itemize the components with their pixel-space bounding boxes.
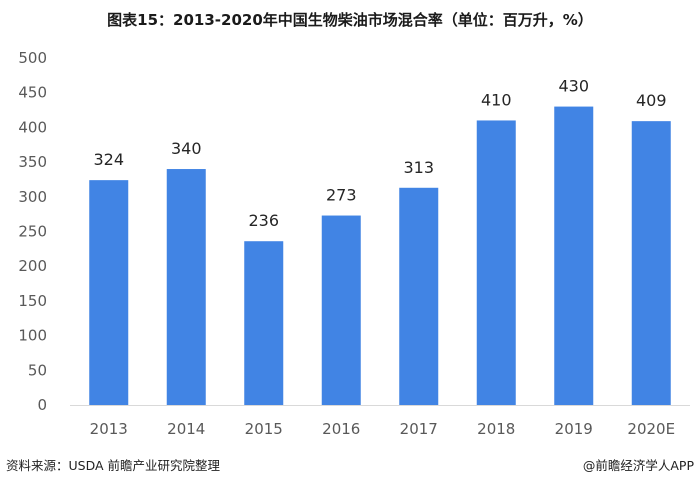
value-label-2013: 324 bbox=[93, 150, 124, 169]
y-tick-label: 0 bbox=[37, 396, 47, 414]
source-note: 资料来源：USDA 前瞻产业研究院整理 bbox=[6, 458, 221, 473]
y-tick-label: 50 bbox=[28, 361, 47, 379]
value-label-2017: 313 bbox=[403, 158, 434, 177]
x-tick-label-2018: 2018 bbox=[477, 420, 515, 438]
x-tick-label-2019: 2019 bbox=[555, 420, 593, 438]
x-tick-label-2016: 2016 bbox=[322, 420, 360, 438]
value-label-2014: 340 bbox=[171, 139, 202, 158]
bar-2020E bbox=[631, 121, 671, 406]
y-tick-label: 350 bbox=[18, 153, 47, 171]
y-tick-label: 200 bbox=[18, 257, 47, 275]
bar-2017 bbox=[399, 187, 439, 405]
value-labels: 324 340 236 273 313 410 430 409 bbox=[93, 77, 666, 231]
value-label-2016: 273 bbox=[326, 186, 357, 205]
y-tick-label: 100 bbox=[18, 327, 47, 345]
x-tick-label-2020E: 2020E bbox=[627, 420, 675, 438]
y-tick-label: 250 bbox=[18, 223, 47, 241]
y-tick-label: 500 bbox=[18, 49, 47, 67]
chart-title: 图表15：2013-2020年中国生物柴油市场混合率（单位：百万升，%） bbox=[107, 11, 593, 29]
y-tick-label: 150 bbox=[18, 292, 47, 310]
bars bbox=[89, 106, 671, 406]
bar-2014 bbox=[166, 169, 206, 405]
value-label-2020E: 409 bbox=[636, 91, 667, 110]
x-tick-label-2014: 2014 bbox=[167, 420, 205, 438]
value-label-2018: 410 bbox=[481, 90, 512, 109]
bar-2013 bbox=[89, 180, 129, 405]
x-axis: 2013 2014 2015 2016 2017 2018 2019 2020E bbox=[90, 420, 675, 438]
y-tick-label: 450 bbox=[18, 84, 47, 102]
y-axis: 0 50 100 150 200 250 300 350 400 450 500 bbox=[18, 49, 47, 414]
y-tick-label: 300 bbox=[18, 188, 47, 206]
credit-text: @前瞻经济学人APP bbox=[582, 458, 694, 473]
x-tick-label-2017: 2017 bbox=[400, 420, 438, 438]
bar-2015 bbox=[244, 241, 284, 405]
x-tick-label-2015: 2015 bbox=[245, 420, 283, 438]
bar-2016 bbox=[321, 215, 361, 405]
y-tick-label: 400 bbox=[18, 118, 47, 136]
bar-2019 bbox=[554, 106, 594, 405]
value-label-2015: 236 bbox=[248, 211, 279, 230]
x-tick-label-2013: 2013 bbox=[90, 420, 128, 438]
value-label-2019: 430 bbox=[558, 77, 589, 96]
bar-2018 bbox=[476, 120, 516, 406]
